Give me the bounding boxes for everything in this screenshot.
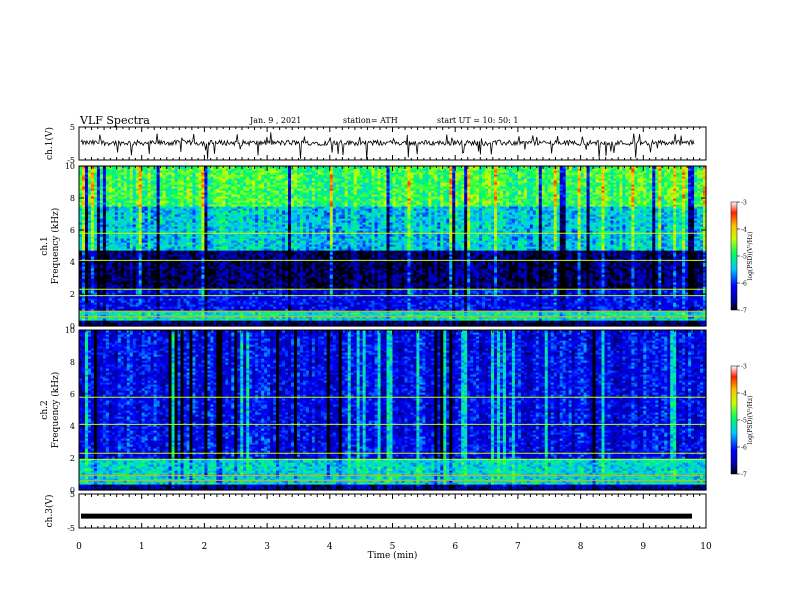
y-axis-label: ch.1(V): [44, 127, 55, 160]
ch1-waveform-panel: 5-5ch.1(V): [44, 123, 706, 165]
y-tick-label: 5: [70, 123, 75, 132]
